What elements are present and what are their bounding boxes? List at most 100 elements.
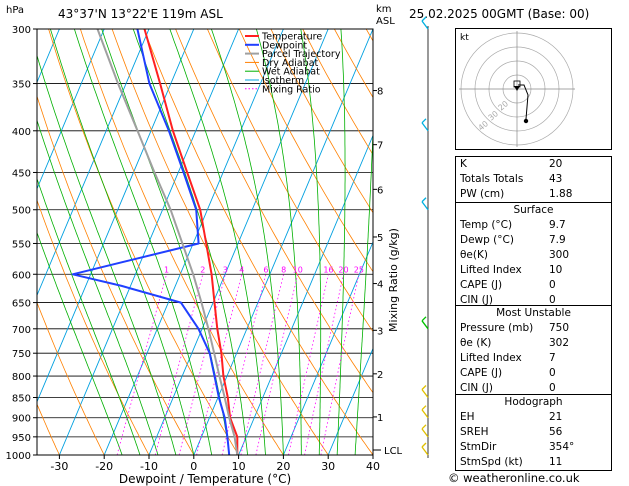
surface-key: CIN (J) — [460, 294, 493, 306]
most-unstable-row: θe (K) 302 — [456, 336, 611, 351]
temperature-tick-label: 40 — [366, 460, 380, 473]
most-unstable-row: Lifted Index 7 — [456, 351, 611, 366]
hodograph-row: StmSpd (kt) 11 — [456, 455, 611, 470]
most-unstable-row: Pressure (mb) 750 — [456, 321, 611, 336]
km-tick-label: 6 — [377, 185, 383, 196]
dry-adiabat-line — [37, 95, 195, 455]
series-parcel-trajectory — [96, 29, 239, 455]
surface-key: θe(K) — [460, 249, 488, 261]
wet-adiabat-line — [37, 119, 159, 455]
pressure-tick-label: 650 — [12, 299, 31, 310]
hodograph-ring-label: 20 — [497, 99, 511, 112]
most-unstable-key: θe (K) — [460, 337, 492, 349]
pressure-tick-label: 550 — [12, 239, 31, 250]
mixing-ratio-label: 4 — [239, 265, 244, 274]
most-unstable-rows: Pressure (mb) 750 θe (K) 302 Lifted Index 7 CA… — [456, 321, 611, 396]
hodograph-value: 21 — [549, 411, 563, 423]
pressure-unit-label: hPa — [6, 5, 25, 16]
temperature-tick-label: 10 — [232, 460, 246, 473]
legend-label: Mixing Ratio — [262, 84, 321, 95]
most-unstable-key: CIN (J) — [460, 382, 493, 394]
legend-label: Dewpoint — [262, 40, 307, 51]
hodograph-row: EH 21 — [456, 410, 611, 425]
wet-adiabat-line — [169, 29, 266, 455]
legend-label: Parcel Trajectory — [262, 49, 341, 60]
indices-table: K 20 Totals Totals 43 PW (cm) 1.88 — [455, 156, 612, 203]
series-temperature — [143, 29, 239, 455]
dry-adiabat-line — [37, 403, 60, 455]
mixing-ratio-line — [288, 274, 329, 455]
plot-frame — [36, 28, 374, 456]
pressure-tick-label: 400 — [12, 127, 31, 138]
hodograph-table: Hodograph EH 21 SREH 56 StmDir 354° StmSpd (kt… — [455, 394, 612, 471]
wind-barb — [421, 385, 429, 398]
hodograph-title: Hodograph — [504, 396, 563, 408]
hodograph-row: SREH 56 — [456, 425, 611, 440]
surface-value: 7.9 — [549, 234, 566, 246]
pressure-tick-label: 900 — [12, 414, 31, 425]
isotherm-line — [193, 29, 373, 455]
temperature-tick-label: 0 — [190, 460, 197, 473]
mixing-ratio-line — [155, 274, 204, 455]
surface-row: Dewp (°C) 7.9 — [456, 233, 611, 248]
pressure-tick-label: 850 — [12, 393, 31, 404]
hodograph-trace — [518, 84, 529, 120]
most-unstable-row: CAPE (J) 0 — [456, 366, 611, 381]
height-unit-asl: ASL — [376, 16, 395, 27]
isotherm-line — [37, 29, 105, 190]
surface-row: Lifted Index 10 — [456, 263, 611, 278]
wet-adiabat-line — [50, 29, 195, 455]
temperature-tick-label: 30 — [321, 460, 335, 473]
surface-row: CIN (J) 0 — [456, 293, 611, 308]
dry-adiabat-line — [238, 29, 373, 273]
wet-adiabat-line — [74, 29, 213, 455]
hodograph-endpoint — [523, 118, 529, 124]
isotherm-line — [58, 29, 240, 455]
most-unstable-value: 0 — [549, 367, 556, 379]
mixing-ratio-label: 8 — [281, 265, 286, 274]
wind-barb — [421, 118, 429, 132]
km-tick-label: 1 — [377, 413, 383, 424]
wet-adiabat-line — [37, 231, 123, 455]
isotherm-line — [37, 29, 195, 403]
copyright-text: © weatheronline.co.uk — [448, 471, 580, 485]
dry-adiabat-line — [37, 199, 150, 455]
km-tick-label: 8 — [377, 87, 383, 98]
surface-key: Temp (°C) — [460, 219, 513, 231]
most-unstable-key: Pressure (mb) — [460, 322, 534, 334]
mixing-ratio-label: 2 — [200, 265, 205, 274]
most-unstable-title: Most Unstable — [496, 307, 571, 319]
dry-adiabat-line — [270, 29, 373, 214]
legend-label: Wet Adiabat — [262, 67, 320, 78]
surface-value: 0 — [549, 279, 556, 291]
index-key: Totals Totals — [460, 173, 524, 185]
mixing-ratio-line — [304, 274, 344, 455]
dry-adiabat-line — [48, 29, 239, 455]
km-tick-label: 3 — [377, 326, 383, 337]
most-unstable-value: 0 — [549, 382, 556, 394]
hodograph-value: 354° — [549, 441, 575, 453]
wet-adiabat-line — [37, 54, 177, 455]
index-value: 1.88 — [549, 188, 573, 200]
wind-barb — [421, 405, 429, 419]
isotherm-line — [327, 347, 373, 455]
hodograph-ring-label: 40 — [477, 119, 491, 132]
surface-key: Lifted Index — [460, 264, 522, 276]
wet-adiabat-line — [132, 29, 248, 455]
km-tick-label: 5 — [377, 233, 383, 244]
height-unit-label: km ASL — [376, 4, 395, 28]
hodograph-key: StmSpd (kt) — [460, 456, 523, 468]
wet-adiabat-line — [300, 29, 322, 455]
pressure-tick-label: 300 — [12, 25, 31, 36]
most-unstable-value: 302 — [549, 337, 570, 349]
hodograph-key: EH — [460, 411, 475, 423]
hodograph-ring-label: 30 — [487, 109, 501, 122]
wind-barb — [421, 424, 429, 438]
mixing-ratio-line — [116, 274, 167, 455]
pressure-tick-label: 500 — [12, 206, 31, 217]
wet-adiabat-line — [336, 29, 346, 455]
mixing-ratio-line — [196, 274, 243, 455]
hodograph-value: 56 — [549, 426, 563, 438]
mixing-ratio-label: 20 — [338, 265, 348, 274]
